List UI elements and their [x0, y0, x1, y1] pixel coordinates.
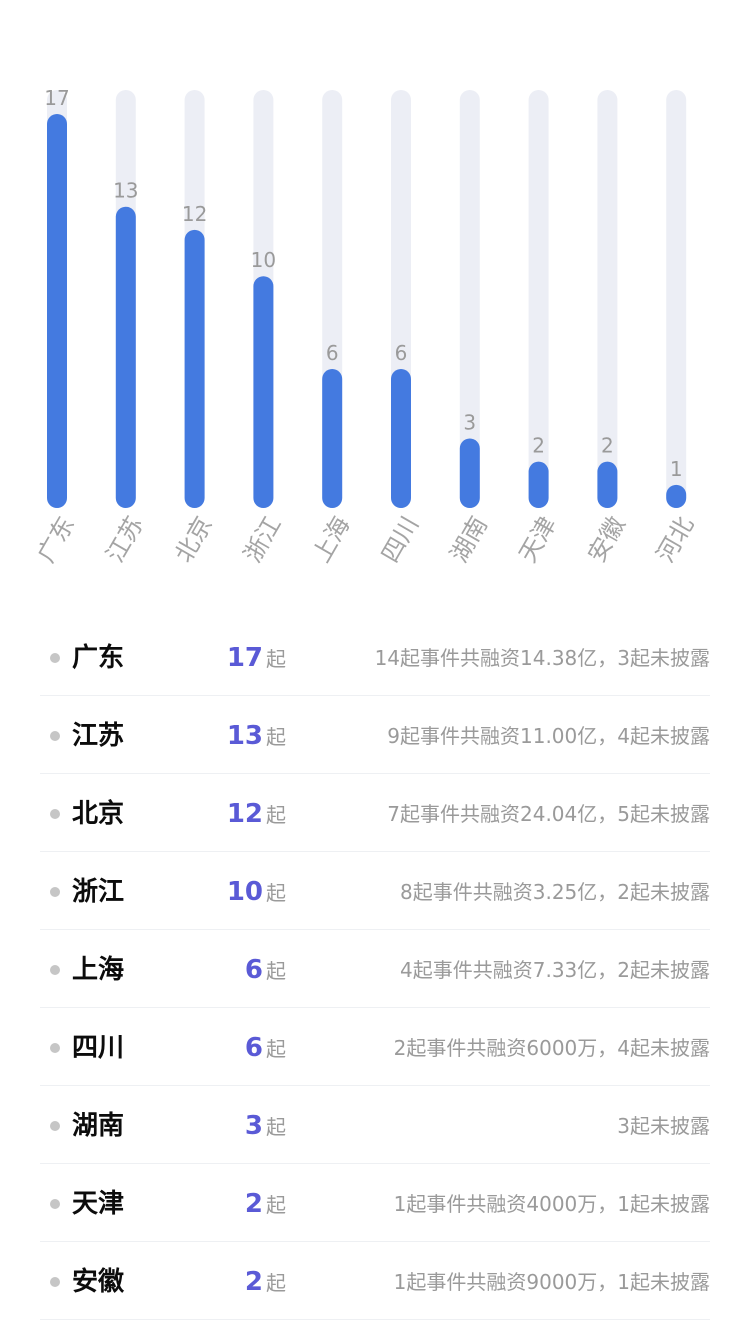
- bar-track-7: [528, 90, 549, 508]
- bar-track-9: [666, 90, 687, 508]
- bar-value-label-8: 2: [601, 434, 614, 458]
- category-label-3: 浙江: [238, 512, 286, 568]
- count-unit: 起: [266, 1193, 286, 1217]
- bullet-dot-icon: [50, 1277, 60, 1287]
- count-unit: 起: [266, 959, 286, 983]
- province-name: 广东: [72, 643, 125, 673]
- province-name: 天津: [72, 1189, 125, 1219]
- province-name: 湖南: [72, 1111, 125, 1141]
- financing-summary: 14起事件共融资14.38亿，3起未披露: [374, 646, 710, 670]
- province-name: 四川: [72, 1033, 125, 1063]
- bar-track-8: [597, 90, 618, 508]
- count-unit: 起: [266, 1271, 286, 1295]
- financing-summary: 1起事件共融资9000万，1起未披露: [393, 1270, 710, 1294]
- bar-value-label-2: 12: [182, 202, 207, 226]
- count-unit: 起: [266, 1115, 286, 1139]
- province-list: 广东 17 起 14起事件共融资14.38亿，3起未披露 江苏 13 起 9起事件共…: [40, 618, 710, 1320]
- financing-summary: 8起事件共融资3.25亿，2起未披露: [400, 880, 710, 904]
- category-label-1: 江苏: [101, 512, 149, 568]
- count-unit: 起: [266, 1037, 286, 1061]
- count-value: 2: [244, 1189, 263, 1219]
- bar-5[interactable]: [391, 368, 411, 508]
- financing-summary: 9起事件共融资11.00亿，4起未披露: [387, 724, 710, 748]
- bar-value-label-3: 10: [251, 248, 276, 272]
- bar-4[interactable]: [322, 368, 343, 508]
- bar-value-label-6: 3: [463, 410, 476, 434]
- list-item-1[interactable]: 江苏 13 起 9起事件共融资11.00亿，4起未披露: [40, 696, 710, 774]
- count-unit: 起: [266, 725, 286, 749]
- bar-chart: 17 广东 13 江苏 12 北京 10 浙江 6 上海 6 四川 3 湖南 2 天津 2 安徽 1 河北: [32, 86, 699, 568]
- province-name: 安徽: [72, 1267, 125, 1297]
- category-label-0: 广东: [32, 512, 80, 568]
- bar-3[interactable]: [253, 276, 274, 508]
- bar-7[interactable]: [528, 461, 549, 508]
- province-name: 北京: [72, 799, 125, 829]
- bar-0[interactable]: [47, 114, 67, 508]
- bullet-dot-icon: [50, 809, 60, 819]
- category-label-8: 安徽: [582, 512, 630, 568]
- financing-summary: 2起事件共融资6000万，4起未披露: [393, 1036, 710, 1060]
- bullet-dot-icon: [50, 653, 60, 663]
- bullet-dot-icon: [50, 1043, 60, 1053]
- province-name: 浙江: [72, 877, 125, 907]
- province-name: 江苏: [72, 721, 125, 751]
- bullet-dot-icon: [50, 1199, 60, 1209]
- province-name: 上海: [72, 955, 125, 985]
- bar-8[interactable]: [597, 461, 618, 508]
- event-count: 17 起: [227, 618, 286, 701]
- count-value: 6: [244, 1033, 263, 1063]
- count-unit: 起: [266, 803, 286, 827]
- count-unit: 起: [266, 647, 286, 671]
- count-value: 13: [226, 721, 263, 751]
- bar-value-label-7: 2: [532, 434, 545, 458]
- bar-2[interactable]: [184, 229, 205, 508]
- bullet-dot-icon: [50, 887, 60, 897]
- list-item-2[interactable]: 北京 12 起 7起事件共融资24.04亿，5起未披露: [40, 774, 710, 852]
- financing-summary: 3起未披露: [617, 1114, 710, 1138]
- bar-value-label-4: 6: [326, 341, 339, 365]
- bar-value-label-9: 1: [670, 457, 683, 481]
- list-item-3[interactable]: 浙江 10 起 8起事件共融资3.25亿，2起未披露: [40, 852, 710, 930]
- category-label-6: 湖南: [445, 512, 493, 568]
- financing-summary: 7起事件共融资24.04亿，5起未披露: [387, 802, 710, 826]
- category-label-9: 河北: [651, 512, 699, 568]
- bar-track-6: [459, 90, 480, 508]
- list-item-0[interactable]: 广东 17 起 14起事件共融资14.38亿，3起未披露: [40, 618, 710, 696]
- count-value: 12: [226, 799, 263, 829]
- financing-summary: 1起事件共融资4000万，1起未披露: [393, 1192, 710, 1216]
- bullet-dot-icon: [50, 731, 60, 741]
- category-label-4: 上海: [307, 512, 355, 568]
- bar-1[interactable]: [115, 206, 136, 509]
- bar-value-label-1: 13: [113, 179, 138, 203]
- event-count: 12 起: [227, 774, 286, 857]
- count-value: 3: [244, 1111, 263, 1141]
- bullet-dot-icon: [50, 1121, 60, 1131]
- bar-value-label-5: 6: [395, 341, 408, 365]
- bar-9[interactable]: [666, 484, 687, 508]
- count-value: 10: [226, 877, 263, 907]
- bar-value-label-0: 17: [44, 86, 69, 110]
- count-value: 2: [244, 1267, 263, 1297]
- bar-6[interactable]: [459, 438, 480, 508]
- event-count: 13 起: [227, 696, 286, 779]
- category-label-2: 北京: [170, 512, 218, 568]
- count-unit: 起: [266, 881, 286, 905]
- count-value: 6: [244, 955, 263, 985]
- bullet-dot-icon: [50, 965, 60, 975]
- event-count: 10 起: [227, 852, 286, 935]
- category-label-7: 天津: [514, 512, 562, 568]
- category-label-5: 四川: [376, 512, 424, 568]
- financing-summary: 4起事件共融资7.33亿，2起未披露: [400, 958, 710, 982]
- count-value: 17: [226, 643, 263, 673]
